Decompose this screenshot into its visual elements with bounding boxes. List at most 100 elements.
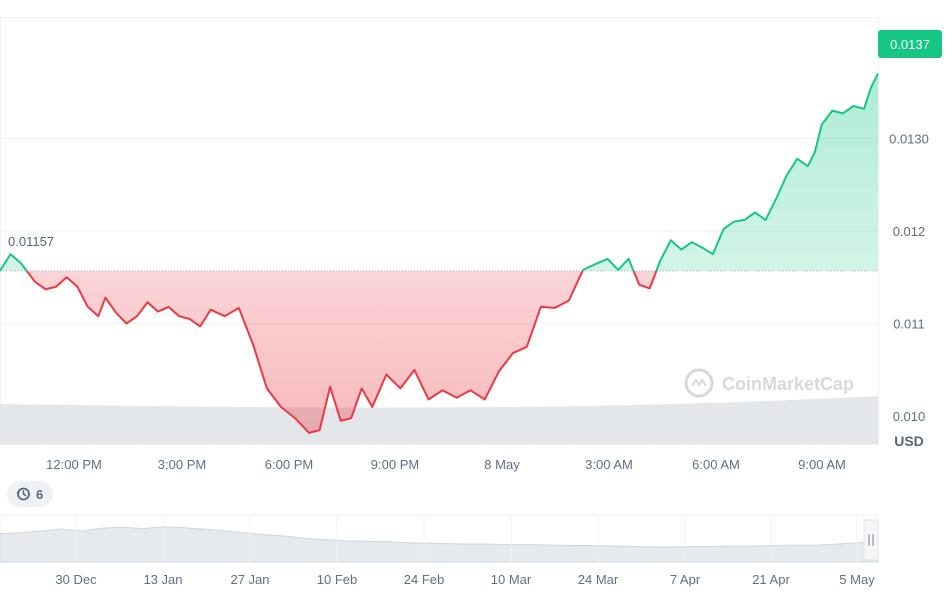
volume-bar bbox=[417, 407, 422, 444]
volume-bar bbox=[435, 407, 440, 444]
volume-bar bbox=[865, 396, 870, 444]
volume-bar bbox=[154, 406, 158, 444]
volume-bar bbox=[133, 405, 137, 444]
volume-bar bbox=[853, 397, 858, 444]
volume-bar bbox=[296, 407, 301, 444]
volume-bar bbox=[784, 400, 788, 444]
volume-bar bbox=[638, 404, 643, 444]
current-price-tag bbox=[878, 30, 942, 58]
volume-bar bbox=[227, 406, 231, 444]
volume-bar bbox=[575, 406, 579, 444]
volume-bar bbox=[112, 405, 116, 444]
volume-bar bbox=[605, 405, 609, 444]
volume-bar bbox=[63, 404, 67, 444]
volume-bar bbox=[454, 407, 458, 444]
volume-bar bbox=[644, 404, 649, 444]
volume-bar bbox=[584, 405, 588, 444]
volume-bar bbox=[451, 407, 455, 444]
volume-bar bbox=[750, 401, 755, 444]
volume-bar bbox=[578, 406, 582, 444]
volume-bar bbox=[762, 401, 767, 444]
volume-bar bbox=[439, 407, 443, 444]
volume-bar bbox=[84, 405, 89, 444]
volume-bar bbox=[714, 402, 718, 444]
navigator-x-tick-label: 24 Mar bbox=[578, 572, 619, 587]
volume-bar bbox=[493, 407, 497, 444]
volume-bar bbox=[729, 402, 733, 444]
volume-bar bbox=[245, 407, 249, 444]
volume-bar bbox=[236, 406, 240, 444]
volume-bar bbox=[429, 407, 434, 444]
volume-bar bbox=[357, 407, 361, 444]
volume-bar bbox=[178, 406, 182, 444]
y-tick-label: 0.0130 bbox=[889, 131, 929, 146]
volume-bar bbox=[738, 401, 743, 444]
volume-bar bbox=[747, 401, 752, 444]
volume-bar bbox=[51, 404, 55, 444]
volume-bar bbox=[118, 405, 122, 444]
volume-bar bbox=[499, 407, 503, 444]
volume-bar bbox=[326, 407, 331, 444]
volume-bar bbox=[269, 407, 273, 444]
volume-bar bbox=[18, 404, 22, 444]
volume-bar bbox=[169, 406, 173, 444]
volume-bar bbox=[87, 405, 92, 444]
volume-bar bbox=[275, 407, 279, 444]
volume-bar bbox=[647, 404, 652, 444]
volume-bar bbox=[463, 407, 467, 444]
volume-bar bbox=[772, 400, 776, 444]
volume-bar bbox=[257, 407, 261, 444]
volume-bar bbox=[384, 407, 388, 444]
volume-bar bbox=[799, 399, 803, 444]
volume-bar bbox=[735, 402, 740, 444]
volume-bar bbox=[871, 396, 876, 444]
volume-bar bbox=[805, 399, 809, 444]
volume-bar bbox=[847, 397, 852, 444]
volume-bar bbox=[759, 401, 764, 444]
volume-bar bbox=[190, 406, 195, 444]
volume-bar bbox=[411, 407, 416, 444]
volume-bar bbox=[841, 397, 845, 444]
volume-bar bbox=[532, 406, 537, 444]
volume-bar bbox=[457, 407, 461, 444]
volume-bar bbox=[278, 407, 282, 444]
volume-bar bbox=[720, 402, 724, 444]
volume-bar bbox=[3, 404, 7, 444]
volume-bar bbox=[378, 407, 382, 444]
volume-bar bbox=[33, 404, 37, 444]
baseline-label: 0.01157 bbox=[8, 234, 54, 249]
volume-bar bbox=[57, 404, 61, 444]
volume-bar bbox=[775, 400, 779, 444]
volume-bar bbox=[345, 407, 349, 444]
navigator-handle[interactable] bbox=[863, 519, 879, 561]
volume-bar bbox=[145, 405, 149, 444]
baseline-label-bg bbox=[4, 232, 62, 250]
volume-bar bbox=[502, 407, 506, 444]
history-badge[interactable]: 6 bbox=[7, 481, 54, 507]
x-tick-label: 3:00 AM bbox=[585, 457, 633, 472]
volume-bar bbox=[414, 407, 419, 444]
volume-bar bbox=[30, 404, 34, 444]
currency-label: USD bbox=[894, 433, 924, 449]
volume-bar bbox=[529, 406, 534, 444]
volume-bar bbox=[554, 406, 558, 444]
volume-bar bbox=[399, 407, 403, 444]
volume-bars bbox=[0, 396, 879, 444]
volume-bar bbox=[520, 406, 525, 444]
volume-bar bbox=[620, 405, 624, 444]
volume-bar bbox=[526, 406, 531, 444]
volume-bar bbox=[354, 407, 358, 444]
price-line-down bbox=[0, 270, 658, 434]
navigator-x-tick-label: 10 Mar bbox=[491, 572, 532, 587]
volume-bar bbox=[614, 405, 618, 444]
volume-bar bbox=[563, 406, 567, 444]
range-navigator[interactable] bbox=[0, 514, 879, 563]
volume-bar bbox=[593, 405, 597, 444]
volume-bar bbox=[420, 407, 425, 444]
volume-bar bbox=[663, 404, 667, 444]
volume-bar bbox=[705, 403, 709, 444]
volume-bar bbox=[732, 402, 737, 444]
volume-bar bbox=[157, 406, 161, 444]
